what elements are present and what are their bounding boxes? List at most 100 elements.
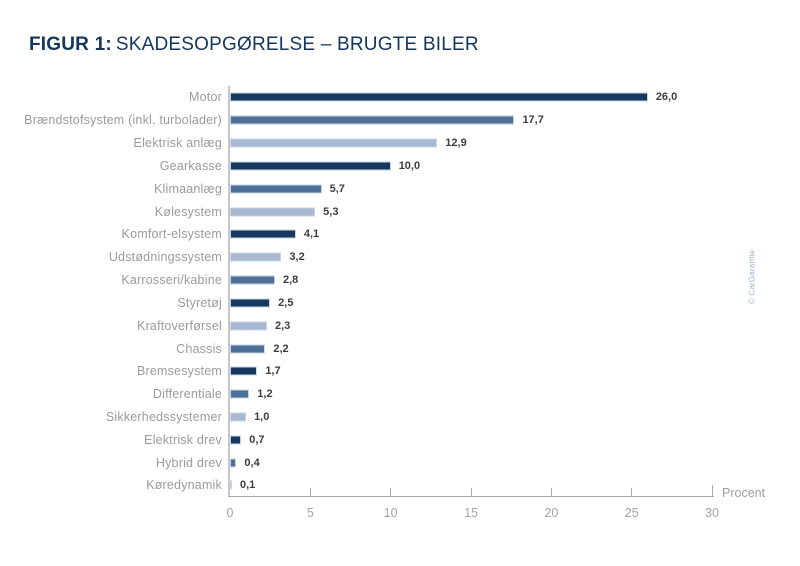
bar	[230, 389, 250, 399]
copyright-vertical: © CarGarantie	[747, 249, 757, 305]
bar-track: 2,3	[230, 314, 760, 337]
value-label: 2,8	[282, 274, 299, 287]
x-axis-tick	[309, 488, 311, 496]
bar-track: 12,9	[230, 132, 760, 155]
table-row: Bremsesystem 1,7	[0, 360, 760, 383]
category-label: Hybrid drev	[155, 455, 222, 470]
bar	[230, 184, 322, 194]
category-label: Kølesystem	[154, 204, 222, 219]
category-label: Sikkerhedssystemer	[105, 410, 222, 424]
value-label: 0,1	[240, 479, 256, 492]
bar	[230, 458, 237, 468]
table-row: Chassis 2,2	[0, 337, 760, 360]
table-row: Sikkerhedssystemer 1,0	[0, 406, 760, 429]
value-label: 2,3	[274, 319, 291, 332]
category-label: Køredynamik	[146, 478, 222, 493]
x-axis-tick-label: 25	[624, 506, 639, 520]
bar-track: 5,7	[230, 177, 760, 200]
bar	[230, 298, 271, 308]
value-label: 1,2	[257, 388, 273, 401]
table-row: Karrosseri/kabine 2,8	[0, 269, 760, 292]
value-label: 1,7	[265, 365, 281, 378]
x-axis-tick-label: 15	[464, 506, 478, 520]
category-label: Bremsesystem	[136, 364, 222, 379]
y-axis-line	[228, 86, 230, 497]
bar-track: 4,1	[230, 223, 760, 246]
value-label: 0,4	[244, 456, 260, 469]
bar-track: 1,7	[230, 360, 760, 383]
bar	[230, 207, 316, 217]
category-label: Brændstofsystem (inkl. turbolader)	[24, 113, 222, 128]
bar	[230, 480, 232, 490]
value-label: 17,7	[522, 114, 544, 127]
table-row: Udstødningssystem 3,2	[0, 246, 760, 269]
value-label: 5,7	[329, 182, 345, 195]
bar	[230, 275, 275, 285]
x-axis-tick-label: 0	[226, 506, 234, 520]
value-label: 5,3	[323, 205, 339, 218]
table-row: Komfort-elsystem 4,1	[0, 223, 760, 246]
table-row: Styretøj 2,5	[0, 291, 760, 314]
bar	[230, 161, 391, 171]
category-label: Elektrisk anlæg	[133, 136, 222, 151]
bar	[230, 344, 266, 354]
x-axis-tick	[631, 488, 633, 496]
x-axis-line	[228, 496, 714, 497]
bar-track: 0,4	[230, 451, 760, 474]
table-row: Elektrisk drev 0,7	[0, 428, 760, 451]
bar-track: 0,1	[230, 474, 760, 497]
table-row: Gearkasse 10,0	[0, 154, 760, 177]
bar-track: 3,2	[230, 246, 760, 269]
value-label: 12,9	[445, 137, 467, 150]
table-row: Motor 26,0	[0, 86, 760, 109]
x-axis-tick	[470, 488, 472, 496]
value-label: 2,2	[273, 342, 289, 355]
bar-track: 2,5	[230, 291, 760, 314]
x-axis-tick-label: 5	[306, 506, 314, 520]
x-axis-tick	[390, 488, 392, 496]
bar-track: 5,3	[230, 200, 760, 223]
x-axis-tick	[550, 488, 552, 496]
table-row: Differentiale 1,2	[0, 383, 760, 406]
category-label: Styretøj	[177, 295, 222, 310]
table-row: Køredynamik 0,1	[0, 474, 760, 497]
bar	[230, 435, 242, 445]
bar-track: 2,2	[230, 337, 760, 360]
category-label: Gearkasse	[159, 158, 222, 173]
bar-track: 10,0	[230, 154, 760, 177]
bar	[230, 138, 438, 148]
bar	[230, 321, 267, 331]
table-row: Brændstofsystem (inkl. turbolader) 17,7	[0, 109, 760, 132]
bar	[230, 115, 515, 125]
bar	[230, 229, 296, 239]
figure-title-text: SKADESOPGØRELSE – BRUGTE BILER	[115, 34, 479, 55]
value-label: 26,0	[655, 91, 678, 104]
x-axis-tick-label: 30	[705, 506, 720, 520]
value-label: 3,2	[289, 251, 305, 264]
table-row: Kølesystem 5,3	[0, 200, 760, 223]
bar	[230, 92, 648, 102]
bar-track: 26,0	[230, 86, 760, 109]
value-label: 10,0	[398, 159, 421, 172]
bar-chart-rows: Motor 26,0 Brændstofsystem (inkl. turbolad…	[0, 86, 760, 497]
category-label: Udstødningssystem	[108, 250, 222, 265]
category-label: Chassis	[176, 341, 222, 356]
category-label: Elektrisk drev	[144, 432, 222, 447]
bar-track: 1,2	[230, 383, 760, 406]
category-label: Komfort-elsystem	[121, 227, 222, 242]
bar-track: 17,7	[230, 109, 760, 132]
figure-title-prefix: FIGUR 1:	[29, 34, 112, 55]
category-label: Motor	[189, 90, 222, 105]
figure-title: FIGUR 1: SKADESOPGØRELSE – BRUGTE BILER	[29, 34, 479, 56]
value-label: 1,0	[254, 411, 270, 423]
x-axis-tick-label: 20	[544, 506, 559, 520]
table-row: Kraftoverførsel 2,3	[0, 314, 760, 337]
table-row: Hybrid drev 0,4	[0, 451, 760, 474]
value-label: 0,7	[249, 433, 265, 446]
category-label: Karrosseri/kabine	[121, 273, 222, 288]
value-label: 2,5	[278, 296, 294, 309]
table-row: Klimaanlæg 5,7	[0, 177, 760, 200]
bar-track: 1,0	[230, 406, 760, 429]
bar-track: 0,7	[230, 428, 760, 451]
bar-track: 2,8	[230, 269, 760, 292]
